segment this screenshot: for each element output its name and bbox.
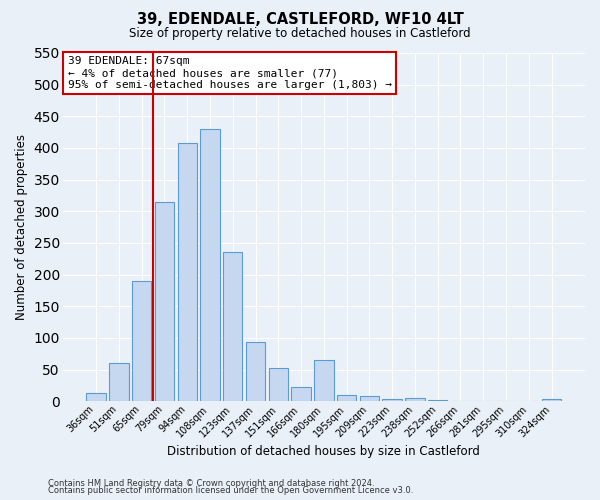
Bar <box>246 342 265 401</box>
Bar <box>428 400 448 401</box>
Y-axis label: Number of detached properties: Number of detached properties <box>15 134 28 320</box>
Bar <box>155 202 174 401</box>
Bar <box>405 398 425 401</box>
Text: Contains public sector information licensed under the Open Government Licence v3: Contains public sector information licen… <box>48 486 413 495</box>
Bar <box>86 393 106 401</box>
Bar <box>382 398 402 401</box>
Bar <box>292 387 311 401</box>
Bar <box>200 129 220 401</box>
Text: Contains HM Land Registry data © Crown copyright and database right 2024.: Contains HM Land Registry data © Crown c… <box>48 478 374 488</box>
Bar <box>360 396 379 401</box>
Bar <box>337 395 356 401</box>
Bar <box>542 400 561 401</box>
Bar <box>109 363 128 401</box>
Bar <box>314 360 334 401</box>
Bar <box>223 252 242 401</box>
X-axis label: Distribution of detached houses by size in Castleford: Distribution of detached houses by size … <box>167 444 480 458</box>
Bar <box>451 400 470 401</box>
Text: Size of property relative to detached houses in Castleford: Size of property relative to detached ho… <box>129 28 471 40</box>
Bar <box>269 368 288 401</box>
Bar <box>132 281 151 401</box>
Text: 39, EDENDALE, CASTLEFORD, WF10 4LT: 39, EDENDALE, CASTLEFORD, WF10 4LT <box>137 12 463 28</box>
Bar <box>178 143 197 401</box>
Bar <box>473 400 493 401</box>
Text: 39 EDENDALE: 67sqm
← 4% of detached houses are smaller (77)
95% of semi-detached: 39 EDENDALE: 67sqm ← 4% of detached hous… <box>68 56 392 90</box>
